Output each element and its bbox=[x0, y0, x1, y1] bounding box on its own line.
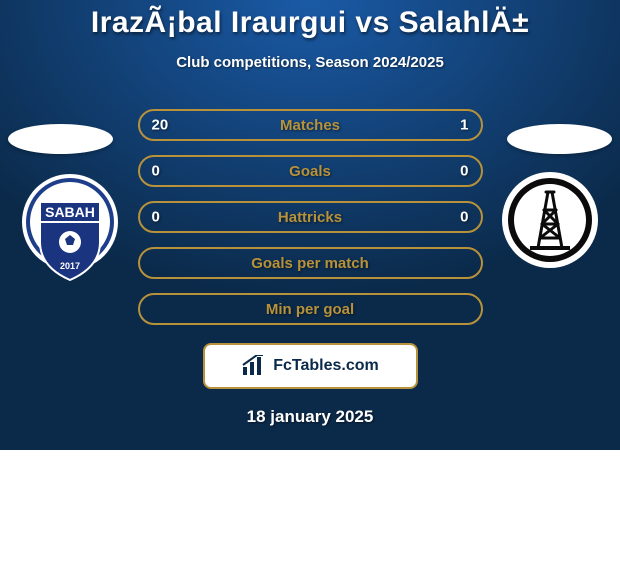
club-badge-right: N N bbox=[500, 170, 600, 270]
stat-row-mpg: Min per goal bbox=[138, 293, 483, 325]
stat-hattricks-left: 0 bbox=[152, 209, 160, 226]
background-bottom bbox=[0, 450, 620, 580]
stats-block: 20 Matches 1 0 Goals 0 0 Hattricks 0 Goa… bbox=[138, 109, 483, 325]
stat-row-gpm: Goals per match bbox=[138, 247, 483, 279]
stat-gpm-label: Goals per match bbox=[251, 255, 369, 272]
stat-matches-right: 1 bbox=[460, 117, 468, 134]
stat-row-goals: 0 Goals 0 bbox=[138, 155, 483, 187]
club-badge-left-svg: SABAH 2017 bbox=[20, 172, 120, 284]
date-text: 18 january 2025 bbox=[0, 407, 620, 427]
svg-text:SABAH: SABAH bbox=[45, 204, 95, 220]
svg-text:N: N bbox=[517, 213, 526, 228]
branding-text: FcTables.com bbox=[273, 357, 379, 375]
stat-hattricks-label: Hattricks bbox=[278, 209, 342, 226]
player-photo-placeholder-left bbox=[8, 124, 113, 154]
stat-matches-left: 20 bbox=[152, 117, 169, 134]
branding-chart-icon bbox=[241, 355, 267, 377]
club-badge-left: SABAH 2017 bbox=[20, 178, 120, 278]
subtitle: Club competitions, Season 2024/2025 bbox=[0, 54, 620, 71]
page-title: IrazÃ¡bal Iraurgui vs SalahlÄ± bbox=[0, 6, 620, 40]
stat-goals-right: 0 bbox=[460, 163, 468, 180]
branding-box: FcTables.com bbox=[203, 343, 418, 389]
stat-row-hattricks: 0 Hattricks 0 bbox=[138, 201, 483, 233]
stat-hattricks-right: 0 bbox=[460, 209, 468, 226]
stat-matches-label: Matches bbox=[280, 117, 340, 134]
svg-text:2017: 2017 bbox=[60, 261, 80, 271]
player-photo-placeholder-right bbox=[507, 124, 612, 154]
stat-goals-left: 0 bbox=[152, 163, 160, 180]
club-badge-right-svg: N N bbox=[500, 170, 600, 270]
svg-text:N: N bbox=[573, 213, 582, 228]
stat-goals-label: Goals bbox=[289, 163, 331, 180]
stat-row-matches: 20 Matches 1 bbox=[138, 109, 483, 141]
stat-mpg-label: Min per goal bbox=[266, 301, 354, 318]
